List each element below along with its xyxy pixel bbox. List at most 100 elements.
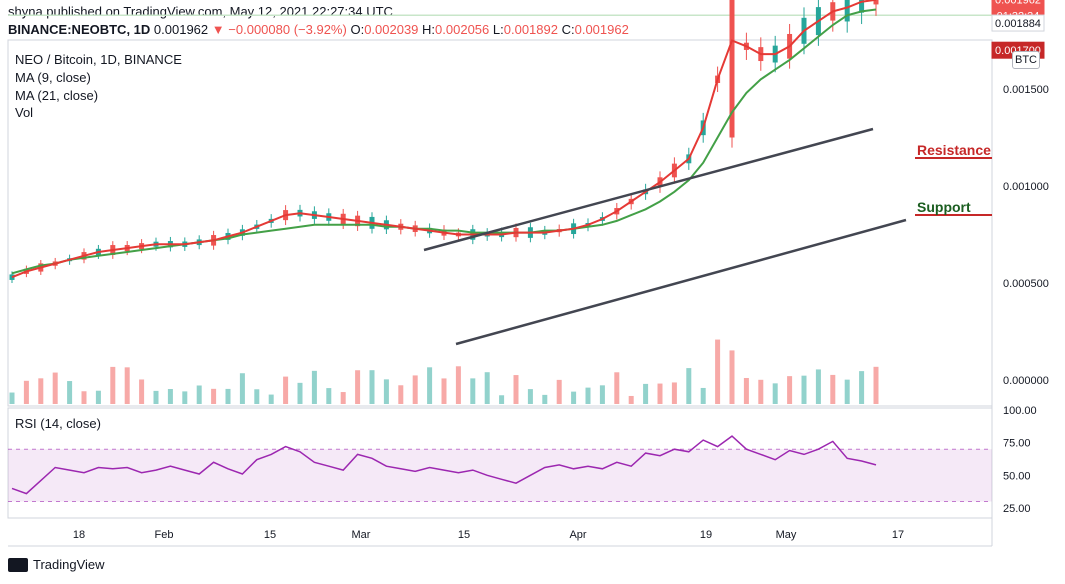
volume-bar (556, 379, 562, 404)
candle-body (859, 0, 865, 13)
high-value: 0.002056 (435, 22, 490, 37)
volume-bar (614, 372, 620, 404)
volume-bar (95, 390, 101, 404)
down-arrow-icon: ▼ (211, 22, 225, 37)
open-label: O: (350, 22, 365, 37)
date-tick-label: 18 (73, 529, 85, 541)
volume-bar (167, 389, 173, 404)
volume-bar (743, 377, 749, 404)
upper-channel-line (423, 127, 874, 252)
candle-body (873, 0, 879, 5)
volume-bar (225, 388, 231, 404)
price-tick-label: 0.000500 (1003, 278, 1049, 290)
volume-bar (182, 391, 188, 404)
price-badge (991, 14, 1045, 32)
volume-bar (859, 371, 865, 404)
volume-bar (383, 379, 389, 404)
close-value: 0.001962 (574, 22, 629, 37)
date-tick-label: 19 (700, 529, 712, 541)
volume-bar (643, 383, 649, 404)
last-price: 0.001962 (153, 22, 209, 37)
ma21-line (11, 8, 877, 275)
price-badge-text: 0.001884 (995, 18, 1041, 30)
volume-bar (671, 382, 677, 404)
volume-bar (700, 387, 706, 404)
volume-bar (153, 390, 159, 404)
date-tick-label: Feb (155, 529, 174, 541)
volume-bar (110, 366, 116, 404)
volume-bar (38, 378, 44, 404)
volume-bar (268, 394, 274, 404)
close-label: C: (561, 22, 575, 37)
open-value: 0.002039 (364, 22, 419, 37)
rsi-tick-label: 100.00 (1003, 405, 1037, 417)
volume-bar (441, 378, 447, 404)
ma9-line (11, 0, 877, 279)
low-label: L: (492, 22, 504, 37)
tradingview-logo: TradingView (8, 557, 105, 572)
volume-bar (340, 392, 346, 404)
symbol-label: BINANCE:NEOBTC, 1D (8, 22, 151, 37)
volume-bar (398, 385, 404, 404)
date-tick-label: May (776, 529, 797, 541)
ma9-legend: MA (9, close) (15, 70, 91, 85)
lower-channel-line (455, 218, 907, 346)
volume-bar (81, 391, 87, 404)
volume-bar (599, 385, 605, 404)
date-tick-label: 15 (458, 529, 470, 541)
volume-bar (326, 388, 332, 404)
volume-bar (254, 389, 260, 404)
rsi-tick-label: 75.00 (1003, 438, 1031, 450)
date-tick-label: Apr (569, 529, 586, 541)
volume-bar (369, 370, 375, 404)
date-tick-label: 17 (892, 529, 904, 541)
price-change: −0.000080 (−3.92%) (228, 22, 347, 37)
volume-bar (585, 387, 591, 404)
vol-legend: Vol (15, 105, 34, 120)
rsi-band (8, 449, 992, 502)
volume-bar (873, 366, 879, 404)
volume-bar (196, 385, 202, 404)
price-tick-label: 0.001000 (1003, 181, 1049, 193)
volume-bar (758, 379, 764, 404)
volume-bar (124, 367, 130, 404)
volume-bar (628, 395, 634, 404)
volume-bar (52, 372, 58, 404)
volume-bar (211, 388, 217, 404)
volume-bar (815, 369, 821, 404)
volume-bar (830, 374, 836, 404)
volume-bar (283, 376, 289, 404)
volume-bar (513, 375, 519, 404)
candle-body (844, 0, 850, 22)
volume-bar (239, 373, 245, 404)
volume-bar (311, 370, 317, 404)
volume-bar (470, 378, 476, 404)
volume-bar (715, 339, 721, 404)
rsi-line (11, 435, 877, 495)
volume-bar (571, 391, 577, 404)
currency-badge[interactable]: BTC (1012, 51, 1040, 69)
price-tick-label: 0.000000 (1003, 375, 1049, 387)
volume-bar (355, 370, 361, 404)
rsi-tick-label: 50.00 (1003, 470, 1031, 482)
resistance-label: Resistance (917, 142, 991, 158)
low-value: 0.001892 (503, 22, 558, 37)
volume-bar (23, 380, 29, 404)
rsi-tick-label: 25.00 (1003, 503, 1031, 515)
volume-bar (772, 383, 778, 404)
branding-label: TradingView (33, 557, 105, 572)
volume-bar (139, 379, 145, 404)
volume-bar (542, 394, 548, 404)
volume-bar (297, 382, 303, 404)
volume-bar (801, 375, 807, 404)
volume-bar (686, 368, 692, 404)
volume-bar (455, 366, 461, 404)
support-label: Support (917, 199, 971, 215)
candle-body (729, 0, 735, 138)
tradingview-icon (8, 557, 28, 572)
price-pane-border (7, 39, 993, 407)
volume-bar (484, 372, 490, 404)
volume-bar (787, 376, 793, 404)
ma21-legend: MA (21, close) (15, 88, 99, 103)
